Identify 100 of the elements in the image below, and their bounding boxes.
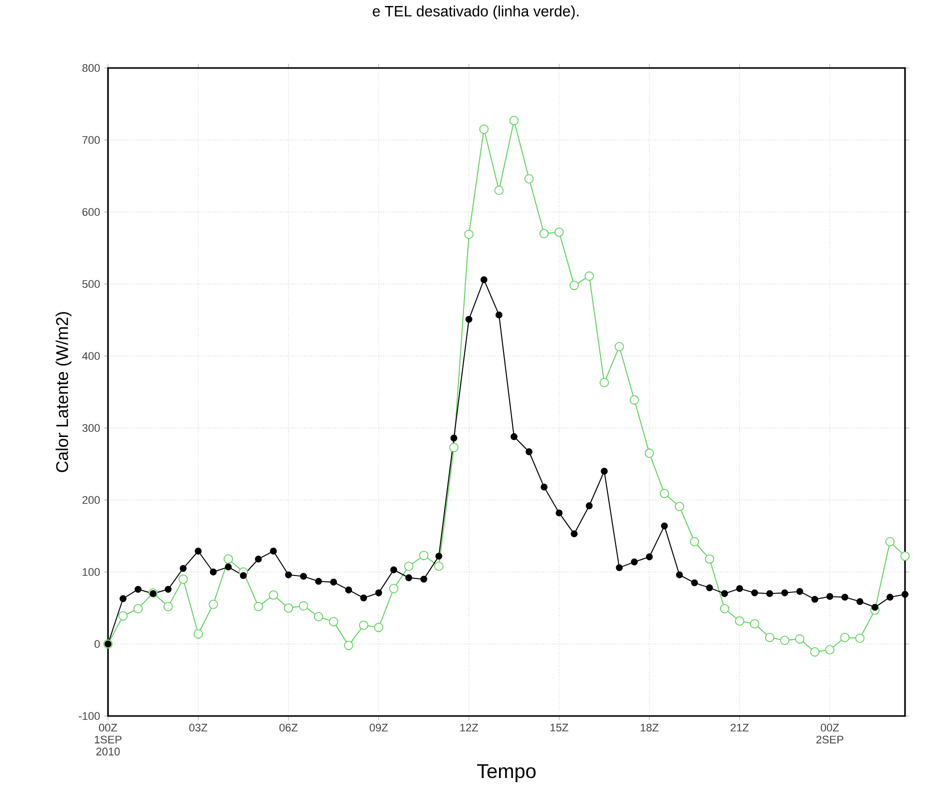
point bbox=[811, 596, 818, 603]
point bbox=[134, 586, 142, 593]
point bbox=[524, 174, 534, 184]
point bbox=[766, 590, 774, 597]
point bbox=[194, 629, 203, 638]
point bbox=[614, 342, 624, 352]
point bbox=[419, 550, 428, 560]
point bbox=[435, 552, 442, 560]
point bbox=[871, 604, 878, 611]
x-tick-label: 00Z 1SEP 2010 bbox=[94, 724, 122, 756]
point bbox=[268, 590, 278, 600]
x-axis-title: Tempo bbox=[477, 764, 536, 782]
point bbox=[328, 616, 338, 626]
y-tick-label: 500 bbox=[82, 280, 100, 288]
point bbox=[841, 594, 848, 600]
point bbox=[434, 561, 444, 571]
point bbox=[164, 586, 172, 593]
point bbox=[616, 564, 623, 571]
point bbox=[510, 432, 518, 440]
point bbox=[644, 448, 654, 458]
point bbox=[314, 612, 324, 622]
point bbox=[690, 536, 700, 546]
point bbox=[765, 632, 774, 642]
point bbox=[539, 228, 549, 238]
point bbox=[900, 551, 910, 561]
x-tick-label: 21Z bbox=[730, 724, 749, 732]
point bbox=[676, 571, 683, 578]
point bbox=[464, 229, 474, 239]
point bbox=[404, 561, 414, 571]
point bbox=[390, 566, 398, 574]
y-tick-label: 100 bbox=[82, 568, 100, 576]
x-tick-label: 18Z bbox=[640, 724, 658, 732]
point bbox=[660, 522, 668, 530]
point bbox=[224, 563, 232, 570]
point bbox=[886, 594, 894, 600]
point bbox=[674, 502, 684, 511]
point bbox=[254, 555, 262, 562]
point bbox=[570, 280, 579, 290]
point bbox=[358, 620, 368, 630]
point bbox=[600, 468, 608, 474]
point bbox=[540, 483, 548, 490]
point bbox=[780, 636, 790, 645]
x-tick-label: 12Z bbox=[460, 724, 478, 732]
point bbox=[208, 600, 218, 609]
point bbox=[826, 592, 834, 600]
point bbox=[734, 616, 744, 626]
point bbox=[450, 434, 458, 442]
point bbox=[298, 600, 308, 610]
point bbox=[496, 311, 502, 318]
point bbox=[285, 571, 292, 578]
point bbox=[389, 584, 398, 593]
point bbox=[795, 634, 804, 644]
point bbox=[885, 536, 895, 546]
point bbox=[554, 227, 564, 237]
y-tick-label: 400 bbox=[82, 352, 100, 360]
point bbox=[420, 576, 428, 582]
point bbox=[284, 603, 294, 612]
point bbox=[646, 553, 653, 560]
point bbox=[270, 547, 277, 554]
point bbox=[630, 558, 638, 566]
x-tick-label: 06Z bbox=[279, 724, 298, 732]
x-tick-label: 15Z bbox=[550, 724, 568, 732]
point bbox=[720, 604, 730, 614]
point bbox=[449, 442, 459, 452]
point bbox=[133, 604, 143, 614]
point bbox=[706, 584, 713, 592]
point bbox=[856, 598, 864, 605]
point bbox=[374, 622, 384, 632]
point bbox=[526, 448, 533, 455]
x-tick-label: 09Z bbox=[370, 724, 388, 732]
point bbox=[704, 554, 714, 564]
point bbox=[796, 588, 804, 595]
x-tick-label: 03Z bbox=[189, 724, 208, 732]
point bbox=[509, 116, 519, 125]
y-tick-label: 700 bbox=[82, 136, 100, 144]
point bbox=[118, 611, 128, 620]
point bbox=[840, 632, 850, 642]
point bbox=[180, 564, 187, 572]
y-tick-label: 300 bbox=[82, 424, 100, 432]
chart-title: e TEL desativado (linha verde). bbox=[372, 5, 578, 20]
point bbox=[178, 574, 188, 584]
point bbox=[600, 378, 609, 388]
point bbox=[855, 633, 865, 643]
point bbox=[781, 589, 788, 596]
point bbox=[375, 589, 382, 596]
point bbox=[330, 578, 338, 586]
point bbox=[810, 647, 820, 656]
point bbox=[480, 276, 488, 283]
point bbox=[721, 590, 728, 597]
point bbox=[736, 584, 744, 592]
point bbox=[584, 271, 594, 281]
point bbox=[494, 186, 504, 195]
point bbox=[691, 579, 698, 586]
y-tick-label: 200 bbox=[82, 496, 100, 504]
point bbox=[825, 644, 834, 654]
point bbox=[300, 572, 307, 580]
point bbox=[344, 640, 354, 650]
point bbox=[556, 509, 563, 516]
point bbox=[586, 502, 593, 509]
point bbox=[210, 568, 217, 576]
